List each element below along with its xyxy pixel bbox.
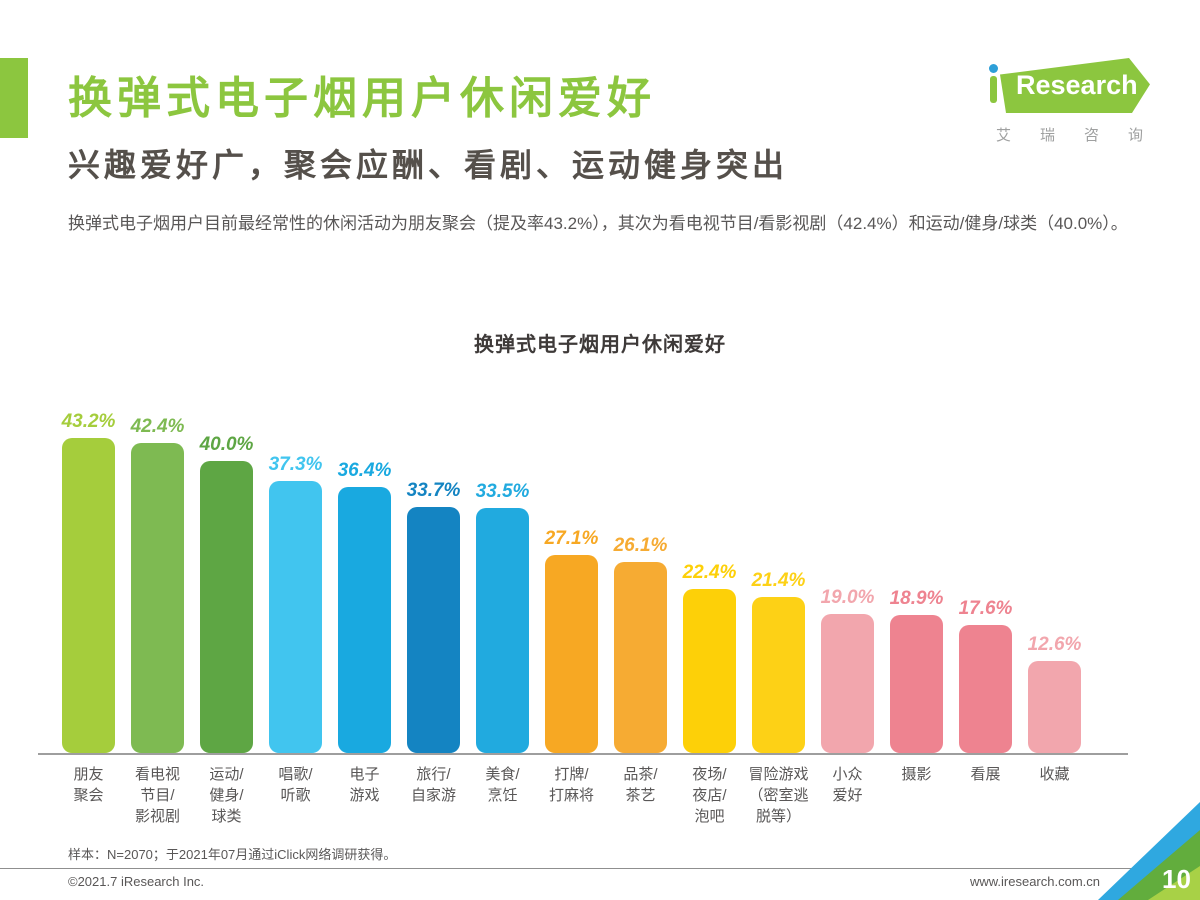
bar-column: 33.5%: [468, 481, 537, 753]
bar: [683, 589, 736, 753]
chart-title: 换弹式电子烟用户休闲爱好: [474, 334, 726, 356]
logo-brand-text: Research: [1016, 70, 1138, 100]
bar-column: 36.4%: [330, 460, 399, 753]
bar-column: 21.4%: [744, 570, 813, 753]
bar: [959, 625, 1012, 753]
bar-column: 26.1%: [606, 535, 675, 753]
sample-footnote: 样本：N=2070；于2021年07月通过iClick网络调研获得。: [68, 847, 397, 862]
bar: [821, 614, 874, 753]
page-subtitle: 兴趣爱好广，聚会应酬、看剧、运动健身突出: [68, 147, 789, 183]
copyright-text: ©2021.7 iResearch Inc.: [68, 874, 205, 889]
bar-column: 18.9%: [882, 588, 951, 753]
bar-column: 43.2%: [54, 411, 123, 753]
logo-i-dot-icon: [989, 64, 998, 73]
bar: [545, 555, 598, 753]
bar: [752, 597, 805, 753]
bar-category-label: 唱歌/听歌: [278, 766, 313, 804]
bar-category-label: 打牌/打麻将: [548, 766, 594, 804]
page-number: 10: [1162, 864, 1191, 894]
bar-value-label: 36.4%: [337, 460, 392, 481]
website-text: www.iresearch.com.cn: [969, 874, 1100, 889]
iresearch-logo: Research 艾瑞咨询: [986, 56, 1150, 145]
bar-category-label: 收藏: [1039, 766, 1070, 783]
bar-value-label: 17.6%: [958, 598, 1013, 619]
page-title: 换弹式电子烟用户休闲爱好: [68, 74, 656, 123]
bar: [269, 481, 322, 753]
corner-lightgreen-triangle: [1148, 866, 1200, 900]
bar: [407, 507, 460, 753]
bar-chart-categories: 朋友 聚会 看电视 节目/影视剧 运动/健身/球类 唱歌/听歌 电子 游戏 旅行/自家游 美食/烹…: [38, 755, 1128, 827]
bar-value-label: 19.0%: [820, 587, 875, 608]
footer-divider: [0, 868, 1148, 869]
bar: [1028, 661, 1081, 753]
bar-column: 33.7%: [399, 480, 468, 753]
logo-letter-i-icon: [989, 64, 998, 103]
bar-column: 19.0%: [813, 587, 882, 753]
bar-category-label: 品茶/茶艺: [623, 766, 658, 804]
bar-category-label: 摄影: [901, 766, 932, 783]
bar-category-label: 冒险游戏 （密室逃 脱等）: [748, 766, 809, 825]
corner-blue-triangle: [1098, 802, 1200, 900]
bar-category-label: 运动/健身/球类: [209, 766, 244, 825]
bar-value-label: 26.1%: [613, 535, 668, 556]
bar-column: 17.6%: [951, 598, 1020, 753]
bar-category-label: 看电视 节目/影视剧: [134, 766, 180, 825]
bar-value-label: 12.6%: [1027, 634, 1082, 655]
bar: [62, 438, 115, 753]
bar: [338, 487, 391, 753]
bar-category-label: 朋友 聚会: [73, 766, 104, 804]
bar-value-label: 27.1%: [544, 528, 599, 549]
bar: [890, 615, 943, 753]
bar: [476, 508, 529, 753]
bar-chart: 43.2% 42.4% 40.0% 37.3% 36.4% 33.7% 33.5% 27.1%…: [38, 395, 1128, 827]
bar-chart-plot: 43.2% 42.4% 40.0% 37.3% 36.4% 33.7% 33.5% 27.1%…: [38, 395, 1128, 755]
logo-i-stem-icon: [990, 76, 997, 103]
bar: [131, 443, 184, 753]
corner-decoration: 10: [1098, 802, 1200, 900]
bar-value-label: 42.4%: [130, 416, 185, 437]
bar-value-label: 18.9%: [889, 588, 944, 609]
bar-value-label: 21.4%: [751, 570, 806, 591]
bar-value-label: 37.3%: [268, 454, 323, 475]
logo-chinese-name: 艾瑞咨询: [996, 127, 1173, 144]
iresearch-logo-mark: Research: [986, 56, 1150, 114]
bar-column: 37.3%: [261, 454, 330, 753]
logo-green-banner: Research: [1000, 58, 1150, 113]
bar-category-label: 电子 游戏: [349, 766, 380, 804]
bar-category-label: 看展: [970, 766, 1001, 783]
title-accent-bar: [0, 58, 28, 138]
bar-category-label: 旅行/自家游: [410, 766, 456, 804]
bar-category-label: 美食/烹饪: [485, 766, 520, 804]
bar-category-label: 夜场/夜店/泡吧: [692, 766, 727, 825]
bar: [200, 461, 253, 753]
summary-paragraph: 换弹式电子烟用户目前最经常性的休闲活动为朋友聚会（提及率43.2%），其次为看电…: [68, 214, 1128, 233]
bar-column: 40.0%: [192, 434, 261, 753]
bar-column: 22.4%: [675, 562, 744, 753]
bar-column: 12.6%: [1020, 634, 1089, 753]
bar-value-label: 43.2%: [61, 411, 116, 432]
bar: [614, 562, 667, 753]
bar-category-label: 小众 爱好: [832, 766, 863, 804]
bar-value-label: 33.7%: [406, 480, 461, 501]
bar-column: 27.1%: [537, 528, 606, 753]
bar-column: 42.4%: [123, 416, 192, 753]
bar-value-label: 33.5%: [475, 481, 530, 502]
bar-value-label: 40.0%: [199, 434, 254, 455]
bar-value-label: 22.4%: [682, 562, 737, 583]
